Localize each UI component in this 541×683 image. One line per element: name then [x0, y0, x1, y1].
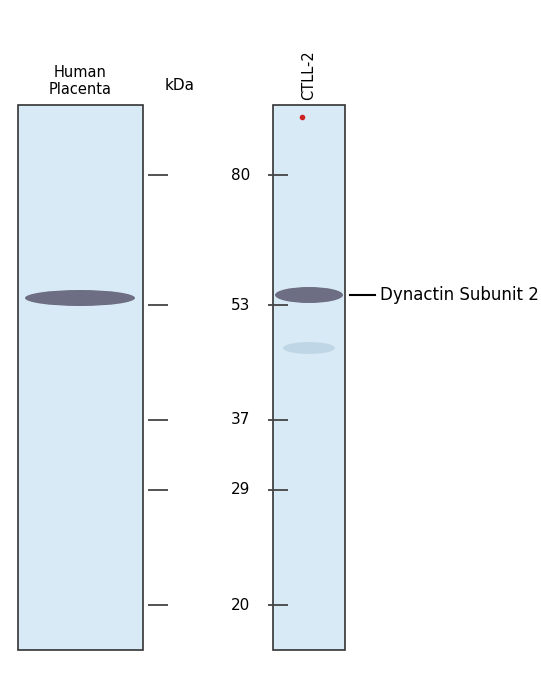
Text: 20: 20	[231, 598, 250, 613]
Ellipse shape	[275, 287, 343, 303]
Text: kDa: kDa	[165, 78, 195, 93]
Bar	[18, 105, 143, 650]
Text: 29: 29	[230, 482, 250, 497]
Text: 53: 53	[230, 298, 250, 313]
Text: Human
Placenta: Human Placenta	[49, 65, 112, 97]
Text: Dynactin Subunit 2: Dynactin Subunit 2	[380, 286, 539, 304]
Bar	[273, 105, 345, 650]
Text: 37: 37	[230, 413, 250, 428]
Text: 80: 80	[231, 167, 250, 182]
Text: CTLL-2: CTLL-2	[301, 51, 316, 100]
Ellipse shape	[25, 290, 135, 306]
Ellipse shape	[283, 342, 335, 354]
